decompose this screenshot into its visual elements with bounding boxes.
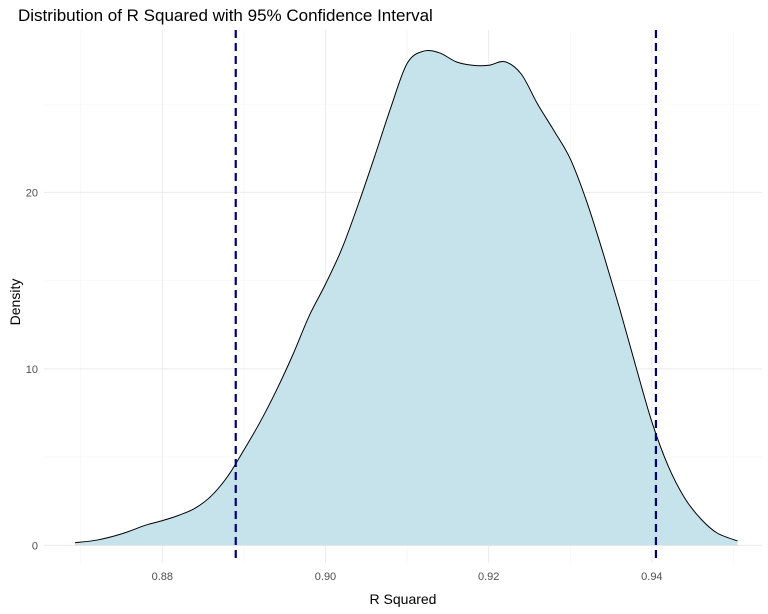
x-tick-label: 0.88	[152, 571, 173, 583]
chart-title: Distribution of R Squared with 95% Confi…	[18, 6, 433, 25]
y-tick-label: 0	[32, 540, 38, 552]
x-tick-label: 0.90	[315, 571, 336, 583]
density-line	[74, 49, 738, 544]
x-tick-label: 0.94	[641, 571, 662, 583]
confidence-interval-lines	[234, 30, 658, 563]
y-tick-label: 20	[26, 187, 38, 199]
x-tick-label: 0.92	[478, 571, 499, 583]
density-fill	[75, 50, 738, 546]
x-axis-ticks: 0.88 0.90 0.92 0.94	[152, 571, 663, 583]
density-area	[74, 49, 738, 546]
y-axis-title: Density	[7, 279, 23, 326]
x-axis-title: R Squared	[370, 591, 437, 607]
y-axis-ticks: 0 10 20	[26, 187, 38, 552]
y-tick-label: 10	[26, 364, 38, 376]
